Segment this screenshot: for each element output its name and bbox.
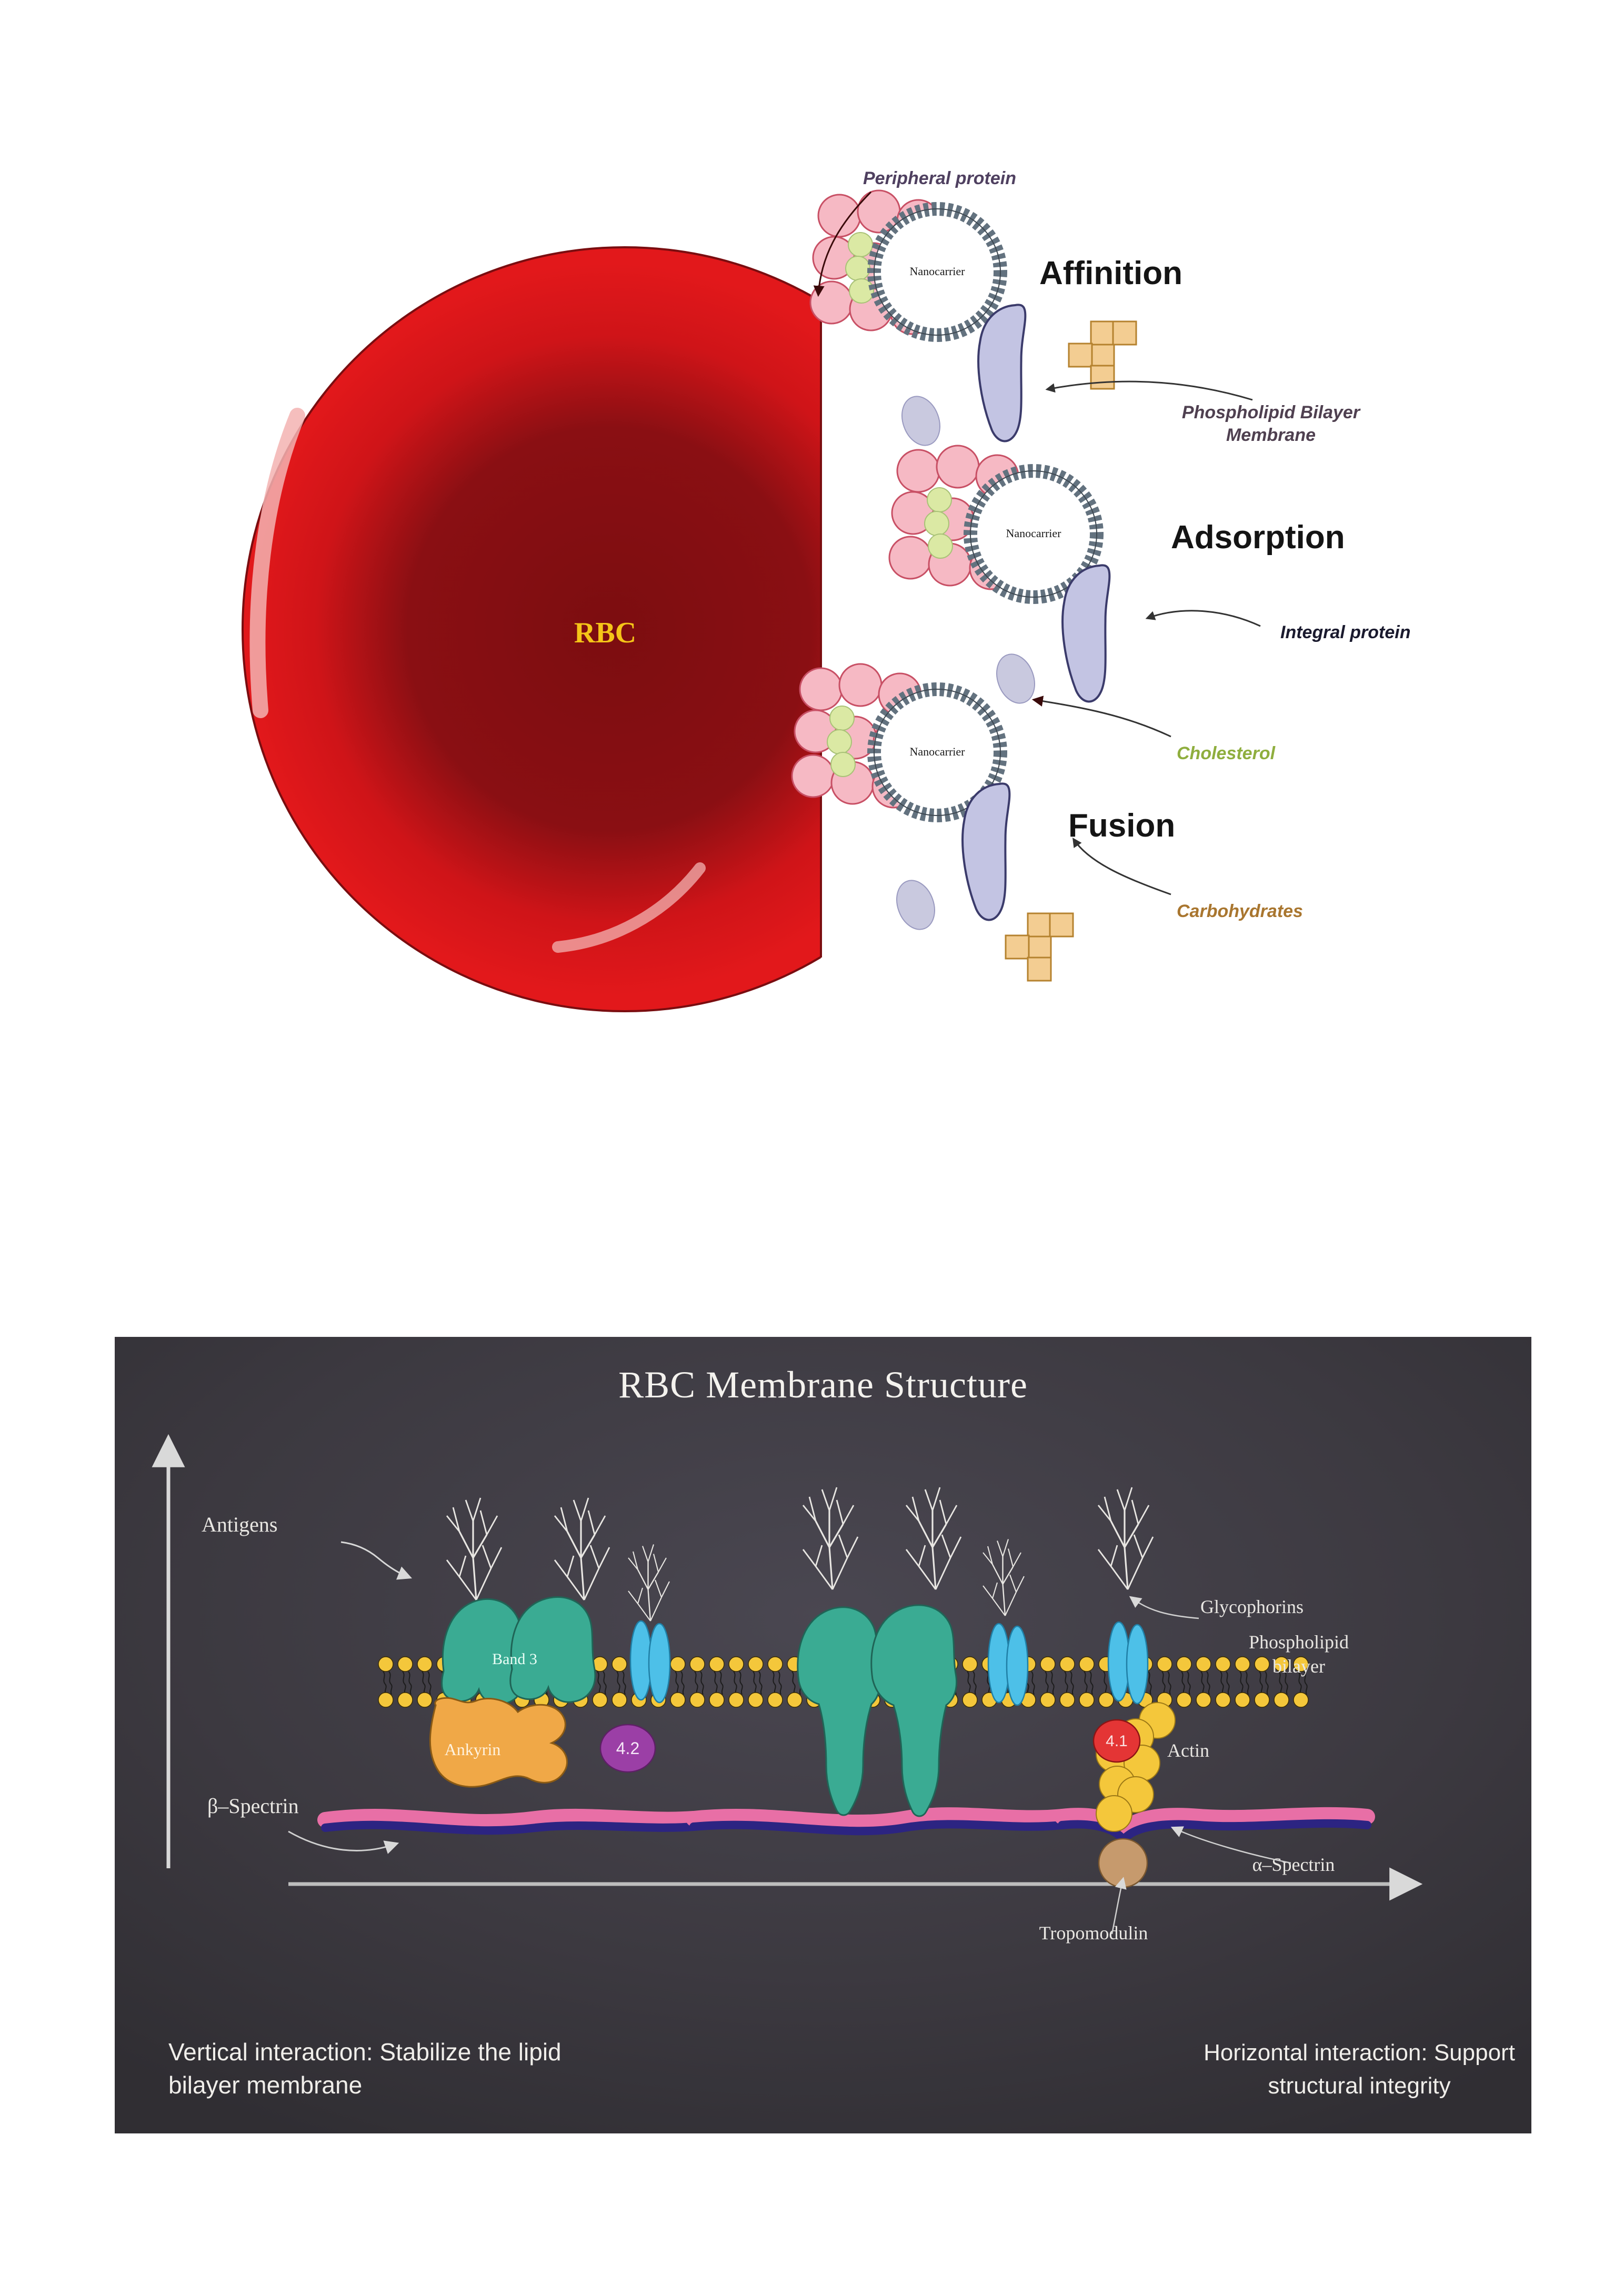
svg-text:Actin: Actin	[1167, 1740, 1209, 1761]
svg-text:Peripheral protein: Peripheral protein	[863, 168, 1016, 188]
svg-text:RBC: RBC	[574, 617, 636, 649]
svg-text:Nanocarrier: Nanocarrier	[909, 265, 965, 278]
svg-text:Band 3: Band 3	[492, 1650, 537, 1668]
svg-text:Integral protein: Integral protein	[1280, 622, 1410, 642]
svg-text:bilayer membrane: bilayer membrane	[168, 2071, 362, 2099]
svg-text:Adsorption: Adsorption	[1171, 519, 1345, 556]
svg-text:Tropomodulin: Tropomodulin	[1039, 1922, 1148, 1943]
svg-text:β–Spectrin: β–Spectrin	[207, 1794, 299, 1818]
svg-text:Nanocarrier: Nanocarrier	[1006, 527, 1061, 540]
svg-text:Ankyrin: Ankyrin	[445, 1740, 501, 1759]
svg-text:4.2: 4.2	[616, 1739, 639, 1758]
svg-text:structural integrity: structural integrity	[1268, 2073, 1450, 2099]
svg-text:Carbohydrates: Carbohydrates	[1177, 901, 1303, 921]
svg-text:Fusion: Fusion	[1068, 808, 1175, 844]
svg-text:Horizontal interaction: Suppor: Horizontal interaction: Support	[1204, 2040, 1515, 2066]
svg-text:Phospholipid Bilayer: Phospholipid Bilayer	[1182, 402, 1361, 422]
svg-text:Glycophorins: Glycophorins	[1200, 1596, 1304, 1617]
svg-text:bilayer: bilayer	[1272, 1656, 1325, 1677]
svg-text:Membrane: Membrane	[1226, 425, 1316, 445]
svg-text:Antigens: Antigens	[202, 1513, 277, 1536]
svg-text:Nanocarrier: Nanocarrier	[909, 745, 965, 758]
svg-text:Cholesterol: Cholesterol	[1177, 743, 1276, 763]
svg-text:4.1: 4.1	[1106, 1733, 1128, 1750]
svg-text:RBC Membrane Structure: RBC Membrane Structure	[618, 1364, 1028, 1406]
svg-text:Phospholipid: Phospholipid	[1249, 1632, 1349, 1653]
svg-text:Vertical interaction: Stabiliz: Vertical interaction: Stabilize the lipi…	[168, 2038, 562, 2066]
svg-text:Affinition: Affinition	[1039, 255, 1182, 291]
